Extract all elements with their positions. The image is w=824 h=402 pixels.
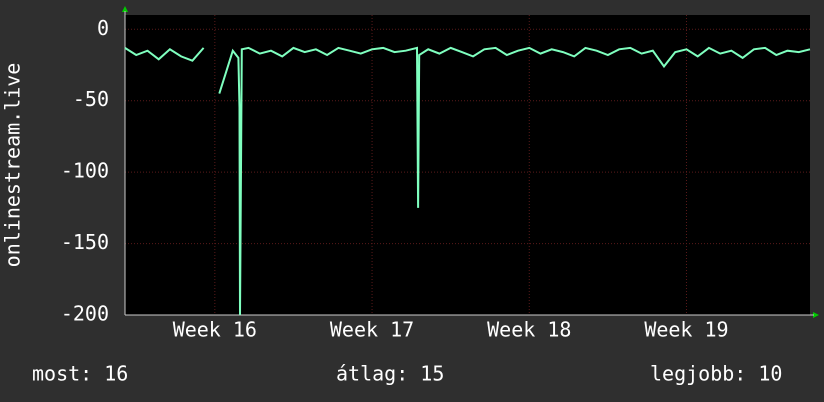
y-tick-label: -50 [73, 87, 109, 111]
y-axis-label: onlinestream.live [1, 63, 25, 268]
y-tick-label: 0 [97, 16, 109, 40]
stat-text: most: 16 [32, 362, 128, 386]
y-tick-label: -100 [61, 159, 109, 183]
x-tick-label: Week 16 [173, 318, 257, 342]
plot-area [125, 15, 810, 315]
stat-text: átlag: 15 [336, 362, 444, 386]
x-tick-label: Week 18 [487, 318, 571, 342]
x-tick-label: Week 19 [644, 318, 728, 342]
y-tick-label: -200 [61, 302, 109, 326]
y-tick-label: -150 [61, 230, 109, 254]
stat-text: legjobb: 10 [650, 362, 782, 386]
axis-arrow [122, 6, 128, 12]
data-line [124, 46, 811, 316]
x-tick-label: Week 17 [330, 318, 414, 342]
axis-arrow [813, 312, 819, 318]
